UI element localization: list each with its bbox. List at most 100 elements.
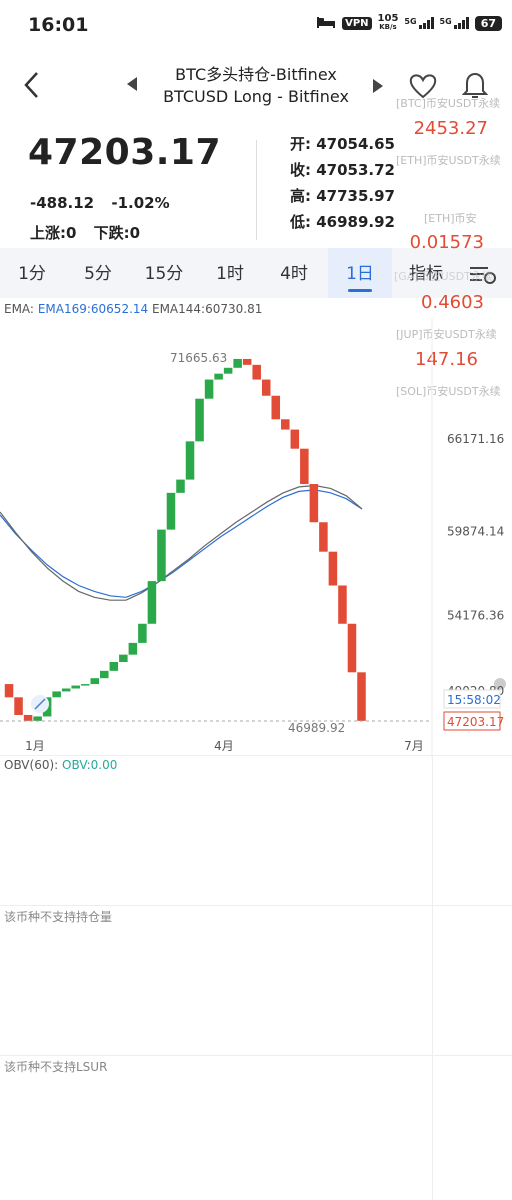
open-value: 47054.65 xyxy=(316,135,395,153)
candle xyxy=(347,623,357,673)
high-value: 47735.97 xyxy=(316,187,395,205)
status-time: 16:01 xyxy=(28,14,89,36)
obv-legend: OBV(60): OBV:0.00 xyxy=(4,758,117,772)
chart-settings-button[interactable] xyxy=(468,264,498,290)
candle xyxy=(138,623,147,643)
divider xyxy=(256,140,257,240)
tab-1min[interactable]: 1分 xyxy=(18,264,46,284)
net-speed-unit: KB/s xyxy=(379,23,397,31)
price-change: -488.12 -1.02% xyxy=(30,194,170,212)
last-price-tag: 47203.17 xyxy=(447,715,504,729)
up-count: 上涨:0 xyxy=(30,224,77,242)
candle xyxy=(328,551,338,586)
tab-4hour[interactable]: 4时 xyxy=(280,264,308,284)
r-icon xyxy=(494,678,506,690)
candle xyxy=(157,529,166,582)
tab-1day[interactable]: 1日 xyxy=(328,248,392,298)
last-price-box xyxy=(443,711,501,731)
y-tick-label: 59874.14 xyxy=(447,524,504,538)
signal-2-label: 5G xyxy=(439,17,452,26)
ema-legend: EMA: EMA169:60652.14 EMA144:60730.81 xyxy=(4,302,262,316)
candle xyxy=(233,358,242,368)
title-line-2: BTCUSD Long - Bitfinex xyxy=(163,87,349,106)
page-title: BTC多头持仓-Bitfinex BTCUSD Long - Bitfinex xyxy=(0,64,512,108)
open-row: 开: 47054.65 xyxy=(290,133,395,154)
status-icons: VPN 105 KB/s 5G 5G 67 xyxy=(316,14,502,32)
price-chart[interactable]: 71665.63 46989.92 66171.16 59874.14 54176.… xyxy=(0,318,512,758)
countdown-timer: 15:58:02 xyxy=(447,693,501,707)
ticker-value-0: 2453.27 xyxy=(413,118,488,139)
obv-value: OBV:0.00 xyxy=(62,758,118,772)
change-value: -488.12 xyxy=(30,194,95,212)
timeframe-tabs: 1分 5分 15分 1时 4时 1日 指标 xyxy=(0,248,512,298)
ticker-value-3: 0.4603 xyxy=(421,292,484,313)
ema169-label: EMA169:60652.14 xyxy=(37,302,149,316)
candle xyxy=(61,688,71,692)
prev-symbol-button[interactable] xyxy=(126,76,138,96)
candle xyxy=(71,685,80,689)
x-tick-label: 1月 xyxy=(25,739,45,753)
caret-right-icon xyxy=(373,79,383,93)
min-price-label: 46989.92 xyxy=(288,721,345,735)
caret-left-icon xyxy=(127,77,137,91)
candle xyxy=(252,364,261,380)
signal-2-icon xyxy=(453,17,469,29)
net-speed-value: 105 xyxy=(377,13,399,24)
candle xyxy=(214,373,223,380)
candle xyxy=(300,448,309,485)
candle xyxy=(100,670,109,679)
countdown-box xyxy=(443,689,501,709)
candle xyxy=(290,429,300,449)
ticker-label-0: [BTC]币安USDT永续 xyxy=(396,97,501,110)
candle xyxy=(80,684,90,686)
candle xyxy=(242,358,252,365)
close-row: 收: 47053.72 xyxy=(290,159,395,180)
tab-15min[interactable]: 15分 xyxy=(144,264,184,284)
back-button[interactable] xyxy=(22,70,42,104)
candle xyxy=(90,678,100,685)
change-percent: -1.02% xyxy=(111,194,170,212)
candle xyxy=(204,379,214,399)
ticker-value-4: 147.16 xyxy=(415,349,478,370)
bed-icon xyxy=(316,15,336,32)
net-speed: 105 KB/s xyxy=(378,14,399,32)
next-symbol-button[interactable] xyxy=(372,78,384,98)
tab-indicators[interactable]: 指标 xyxy=(409,264,443,284)
signal-1-label: 5G xyxy=(404,17,417,26)
close-label: 收: xyxy=(290,161,311,179)
ticker-label-5: [SOL]币安USDT永续 xyxy=(396,385,501,398)
ema-prefix: EMA: xyxy=(4,302,34,316)
tab-1hour[interactable]: 1时 xyxy=(216,264,244,284)
ticker-value-2: 0.01573 xyxy=(409,232,484,253)
candle xyxy=(357,672,366,721)
ema169-line xyxy=(0,489,363,598)
ticker-label-4: [JUP]币安USDT永续 xyxy=(396,328,497,341)
high-label: 高: xyxy=(290,187,311,205)
alert-button[interactable] xyxy=(461,70,489,104)
candle xyxy=(319,522,328,552)
candle xyxy=(33,716,42,721)
heart-icon xyxy=(409,74,437,99)
candle xyxy=(23,714,33,721)
signal-1: 5G xyxy=(404,17,434,29)
close-value: 47053.72 xyxy=(316,161,395,179)
ticker-label-1: [ETH]币安USDT永续 xyxy=(396,154,501,167)
low-value: 46989.92 xyxy=(316,213,395,231)
candle xyxy=(52,691,61,698)
candle xyxy=(338,585,347,624)
open-label: 开: xyxy=(290,135,311,153)
obv-prefix: OBV(60): xyxy=(4,758,59,772)
battery-icon: 67 xyxy=(474,15,502,31)
signal-2: 5G xyxy=(440,17,469,29)
oi-divider xyxy=(0,905,512,906)
title-line-1: BTC多头持仓-Bitfinex xyxy=(175,65,337,84)
candle xyxy=(119,654,128,663)
tab-5min[interactable]: 5分 xyxy=(84,264,112,284)
x-tick-label: 7月 xyxy=(404,739,424,753)
favorite-button[interactable] xyxy=(408,72,438,104)
candle xyxy=(271,395,281,420)
vpn-badge: VPN xyxy=(342,16,372,30)
signal-1-icon xyxy=(418,17,434,29)
ema144-label: EMA144:60730.81 xyxy=(152,302,263,316)
obv-divider xyxy=(0,755,512,756)
